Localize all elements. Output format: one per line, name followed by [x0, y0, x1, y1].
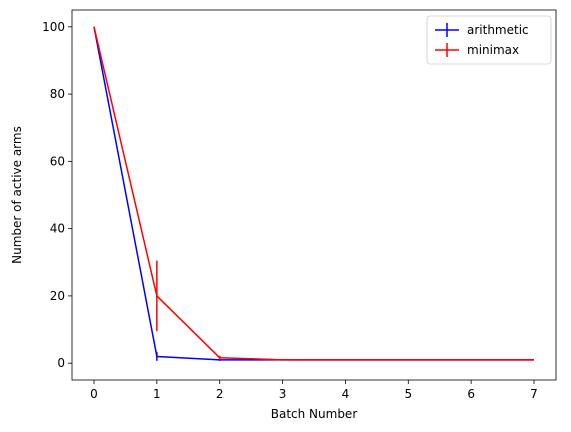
- y-axis-label: Number of active arms: [10, 126, 24, 264]
- legend-item-minimax: minimax: [435, 43, 519, 57]
- y-tick-label: 80: [50, 87, 65, 101]
- y-tick-label: 20: [50, 289, 65, 303]
- plot-frame: [71, 9, 557, 381]
- series-line-minimax: [93, 26, 534, 361]
- y-tick-label: 40: [50, 222, 65, 236]
- legend-label: minimax: [467, 43, 519, 57]
- y-tick-label: 60: [50, 154, 65, 168]
- legend: arithmetic minimax: [426, 15, 552, 65]
- y-tick-label: 0: [57, 356, 65, 370]
- x-tick-label: 3: [279, 387, 287, 401]
- x-tick-label: 0: [90, 387, 98, 401]
- x-axis-label: Batch Number: [271, 407, 358, 421]
- y-axis: 0 20 40 60 80 100: [42, 20, 72, 370]
- series-minimax: [93, 26, 534, 361]
- legend-box: [426, 15, 552, 65]
- legend-item-arithmetic: arithmetic: [435, 23, 529, 37]
- x-tick-label: 6: [467, 387, 475, 401]
- x-axis: 0 1 2 3 4 5 6 7: [90, 380, 538, 401]
- x-tick-label: 7: [530, 387, 538, 401]
- x-tick-label: 5: [404, 387, 412, 401]
- x-tick-label: 2: [216, 387, 224, 401]
- y-tick-label: 100: [42, 20, 65, 34]
- x-tick-label: 4: [342, 387, 350, 401]
- legend-label: arithmetic: [467, 23, 529, 37]
- x-tick-label: 1: [153, 387, 161, 401]
- series-layer: [93, 26, 534, 361]
